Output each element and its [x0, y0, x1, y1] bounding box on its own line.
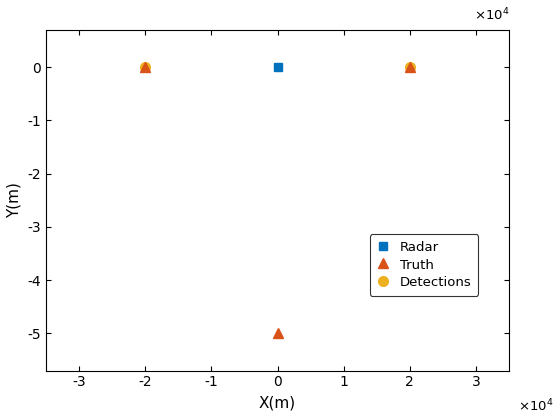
Text: $\times10^4$: $\times10^4$ [474, 7, 509, 23]
Truth [274, 331, 281, 336]
Legend: Radar, Truth, Detections: Radar, Truth, Detections [370, 234, 478, 296]
Truth [407, 65, 413, 70]
Detections [142, 65, 148, 70]
Detections [407, 65, 413, 70]
Line: Truth: Truth [141, 63, 414, 338]
Text: $\times10^4$: $\times10^4$ [518, 398, 554, 415]
X-axis label: X(m): X(m) [259, 395, 296, 410]
Y-axis label: Y(m): Y(m) [7, 182, 22, 218]
Line: Detections: Detections [140, 62, 416, 73]
Truth [142, 65, 148, 70]
